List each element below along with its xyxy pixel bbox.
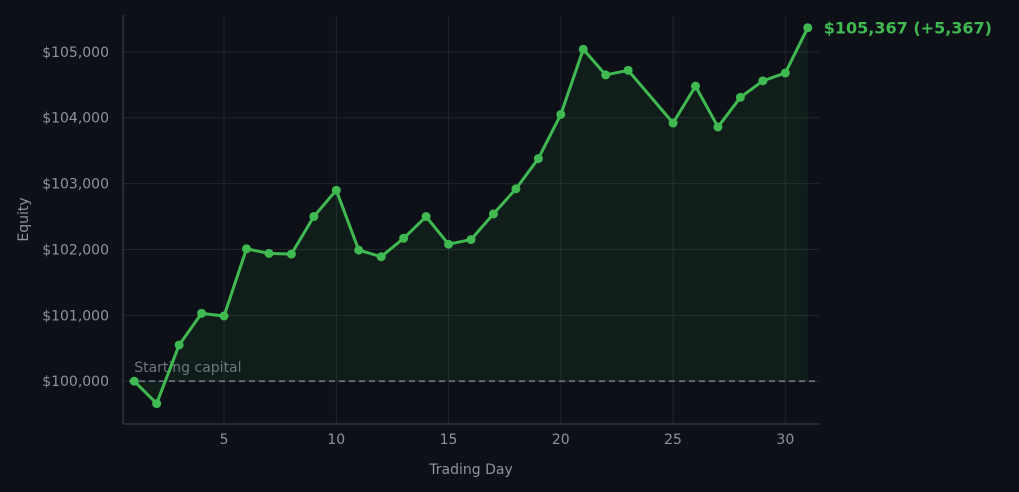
x-axis-title: Trading Day	[428, 462, 512, 478]
x-tick-label: 5	[220, 432, 229, 448]
data-point	[286, 249, 296, 259]
data-point	[601, 70, 611, 80]
x-tick-label: 30	[776, 432, 794, 448]
data-point	[780, 68, 790, 78]
y-tick-label: $102,000	[42, 242, 109, 258]
x-tick-label: 15	[440, 432, 458, 448]
data-point	[399, 233, 409, 243]
x-tick-label: 20	[552, 432, 570, 448]
data-point	[331, 185, 341, 195]
data-point	[354, 245, 364, 255]
data-point	[511, 184, 521, 194]
x-tick-labels: 5 10 15 20 25 30	[220, 432, 795, 448]
data-point	[803, 23, 813, 33]
data-point	[264, 248, 274, 258]
data-point	[578, 44, 588, 54]
data-point	[556, 109, 566, 119]
data-point	[668, 118, 678, 128]
final-equity-label: $105,367 (+5,367)	[824, 19, 992, 38]
axes	[122, 15, 819, 425]
y-axis-title: Equity	[16, 197, 32, 241]
data-point	[735, 92, 745, 102]
y-tick-label: $103,000	[42, 177, 109, 193]
y-tick-labels: $100,000 $101,000 $102,000 $103,000 $104,000…	[42, 45, 109, 390]
data-point	[533, 154, 543, 164]
data-point	[713, 122, 723, 132]
data-point	[152, 399, 162, 409]
data-point	[197, 308, 207, 318]
starting-capital-label: Starting capital	[134, 360, 241, 376]
data-point	[488, 209, 498, 219]
data-point	[219, 311, 229, 321]
data-point	[691, 81, 701, 91]
data-point	[376, 252, 386, 262]
equity-points	[129, 23, 813, 409]
data-point	[174, 340, 184, 350]
equity-line	[133, 27, 810, 406]
x-tick-label: 10	[327, 432, 345, 448]
y-tick-label: $104,000	[42, 111, 109, 127]
equity-area-fill	[134, 27, 808, 404]
data-point	[421, 212, 431, 222]
x-tick-label: 25	[664, 432, 682, 448]
data-point	[309, 212, 319, 222]
y-tick-label: $105,000	[42, 45, 109, 61]
data-point	[466, 235, 476, 245]
data-point	[758, 76, 768, 86]
y-tick-label: $101,000	[42, 308, 109, 324]
y-tick-label: $100,000	[42, 374, 109, 390]
data-point	[623, 65, 633, 75]
data-point	[444, 239, 454, 249]
data-point	[241, 244, 251, 254]
data-point	[129, 376, 139, 386]
